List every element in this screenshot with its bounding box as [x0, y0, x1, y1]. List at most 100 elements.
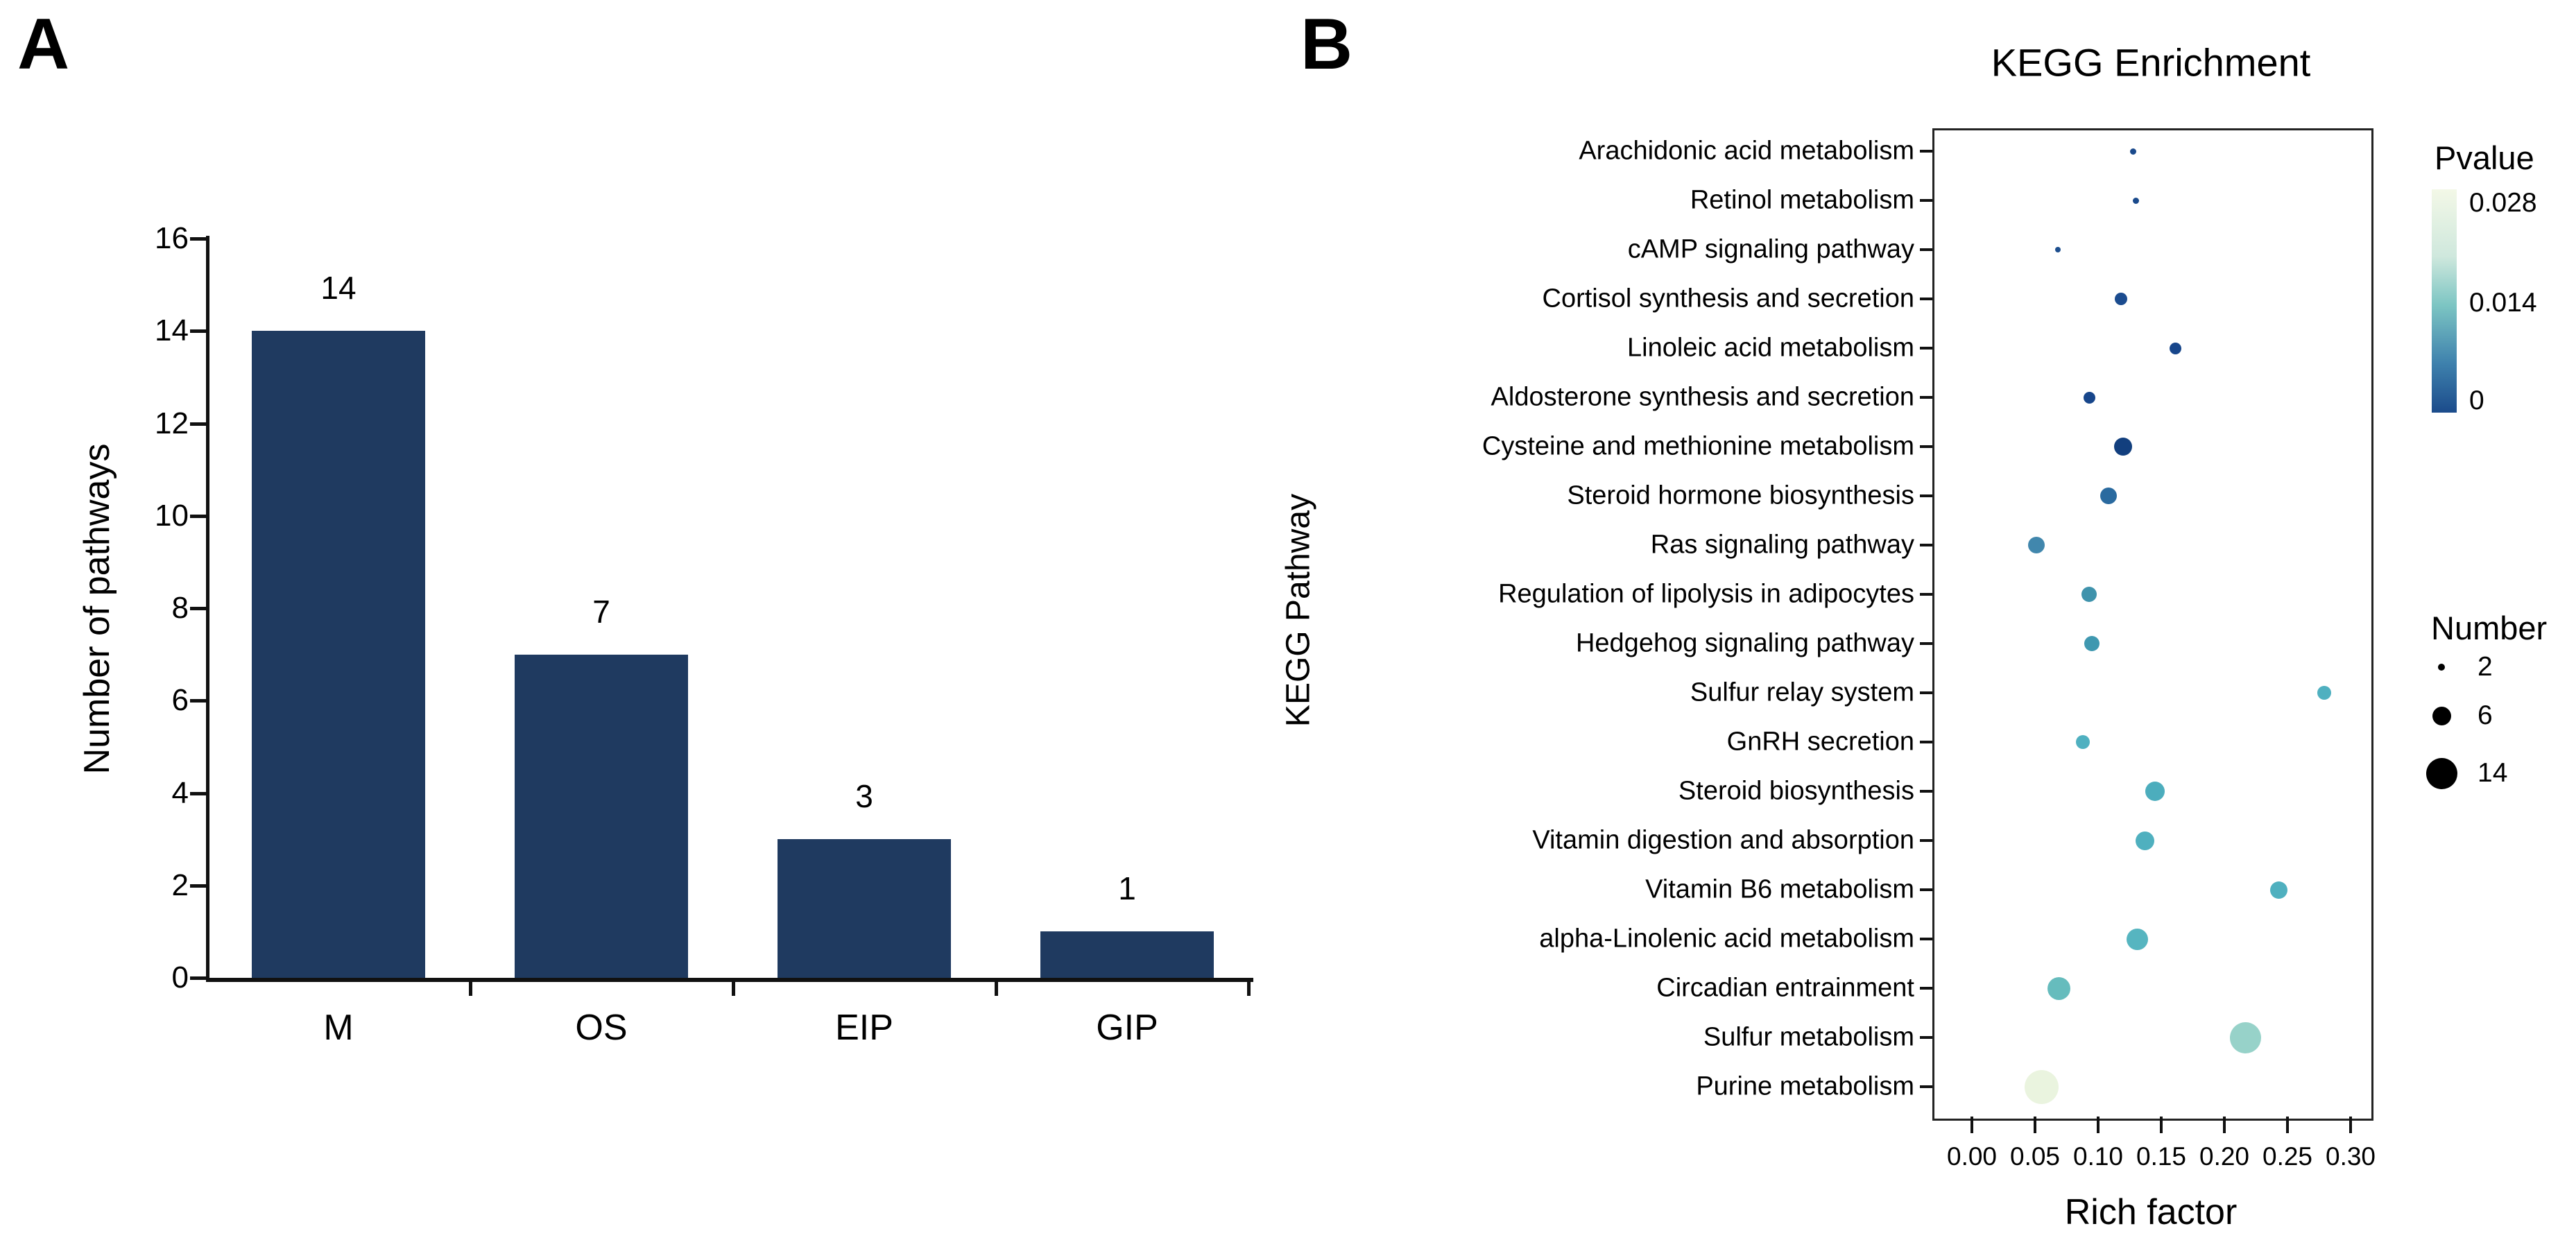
- panel-a-x-tick: [468, 978, 472, 996]
- pvalue-legend-title: Pvalue: [2435, 139, 2534, 176]
- pathway-label: Aldosterone synthesis and secretion: [1491, 382, 1914, 412]
- number-legend-label: 2: [2478, 652, 2493, 682]
- bar-M: [252, 331, 425, 978]
- number-legend-dot: [2425, 757, 2457, 789]
- pathway-label: Steroid biosynthesis: [1678, 776, 1914, 806]
- panel-b-x-tick-label: 0.30: [2325, 1142, 2376, 1171]
- panel-a-y-tick: [190, 329, 208, 334]
- data-dot: [2114, 438, 2133, 456]
- x-category-label: EIP: [835, 1008, 893, 1048]
- data-dot: [2084, 636, 2100, 651]
- panel-b-row-tick: [1920, 544, 1932, 546]
- panel-b-title: KEGG Enrichment: [1991, 40, 2311, 85]
- panel-a-y-tick-label: 16: [155, 221, 189, 255]
- panel-a-y-tick: [190, 976, 208, 980]
- panel-b-x-tick: [2223, 1117, 2226, 1133]
- panel-a-y-tick-label: 14: [155, 313, 189, 348]
- pathway-label: alpha-Linolenic acid metabolism: [1539, 924, 1914, 954]
- pvalue-legend-label: 0: [2469, 386, 2484, 415]
- panel-a: A Number of pathways 0 2 4 6 8 10 12 14 16 14 7 3 1…: [17, 4, 1253, 1048]
- data-dot: [2047, 976, 2071, 1000]
- panel-b-row-tick: [1920, 642, 1932, 645]
- panel-a-y-tick-label: 6: [171, 683, 189, 718]
- panel-a-x-tick: [994, 978, 998, 996]
- data-dot: [2054, 247, 2061, 252]
- data-dot: [2145, 782, 2165, 801]
- pathway-label: Sulfur metabolism: [1703, 1022, 1914, 1052]
- data-dot: [2081, 587, 2097, 602]
- data-dot: [2133, 197, 2140, 204]
- bar-value-label: 7: [592, 593, 610, 630]
- panel-b-x-tick-label: 0.15: [2136, 1142, 2187, 1171]
- panel-b-x-tick-label: 0.05: [2009, 1142, 2061, 1171]
- panel-a-x-axis-line: [206, 978, 1253, 982]
- data-dot: [2135, 831, 2154, 850]
- panel-a-y-tick-label: 4: [171, 775, 189, 810]
- panel-a-y-tick: [190, 422, 208, 426]
- pvalue-legend-label: 0.028: [2469, 188, 2537, 218]
- panel-b-row-tick: [1920, 987, 1932, 990]
- data-dot: [2317, 686, 2331, 700]
- panel-b-x-tick: [2286, 1117, 2289, 1133]
- panel-b-x-axis-title: Rich factor: [2064, 1192, 2238, 1232]
- panel-b-row-tick: [1920, 150, 1932, 153]
- panel-b-row-tick: [1920, 938, 1932, 940]
- panel-b-row-tick: [1920, 248, 1932, 251]
- panel-b-row-tick: [1920, 741, 1932, 743]
- panel-a-y-tick-label: 8: [171, 591, 189, 625]
- pathway-label: Sulfur relay system: [1690, 678, 1914, 707]
- data-dot: [2083, 391, 2095, 404]
- pathway-label: Arachidonic acid metabolism: [1579, 136, 1914, 166]
- bar-value-label: 3: [855, 778, 873, 815]
- panel-b-x-tick: [1970, 1117, 1973, 1133]
- panel-b-x-tick-label: 0.20: [2199, 1142, 2250, 1171]
- panel-a-x-tick: [731, 978, 735, 996]
- panel-a-y-tick: [190, 791, 208, 795]
- data-dot: [2269, 881, 2287, 899]
- bar-EIP: [778, 839, 951, 978]
- pathway-label: Cortisol synthesis and secretion: [1542, 284, 1914, 313]
- pathway-label: Vitamin digestion and absorption: [1532, 825, 1914, 855]
- panel-a-x-tick: [1247, 978, 1251, 996]
- panel-a-y-tick: [190, 607, 208, 610]
- data-dot: [2169, 342, 2181, 354]
- panel-a-y-tick-label: 10: [155, 498, 189, 533]
- panel-b-row-tick: [1920, 691, 1932, 694]
- panel-b-plot-frame: [1932, 128, 2373, 1121]
- data-dot: [2027, 537, 2045, 553]
- panel-b-x-tick-label: 0.10: [2072, 1142, 2124, 1171]
- pathway-label: Hedgehog signaling pathway: [1575, 628, 1914, 658]
- panel-b-row-tick: [1920, 347, 1932, 350]
- pathway-label: Linoleic acid metabolism: [1627, 333, 1914, 363]
- data-dot: [2230, 1022, 2262, 1053]
- number-legend-label: 6: [2478, 700, 2493, 730]
- number-legend-dot: [2432, 706, 2451, 725]
- panel-b-letter: B: [1300, 4, 1353, 85]
- x-category-label: GIP: [1096, 1008, 1158, 1048]
- panel-b-x-tick: [2349, 1117, 2352, 1133]
- pathway-label: Retinol metabolism: [1690, 185, 1914, 215]
- panel-b-row-tick: [1920, 1085, 1932, 1088]
- pvalue-legend-label: 0.014: [2469, 288, 2537, 318]
- panel-a-letter: A: [17, 4, 70, 85]
- panel-b-x-tick-label: 0.25: [2262, 1142, 2313, 1171]
- panel-b-row-tick: [1920, 494, 1932, 497]
- pathway-label: Vitamin B6 metabolism: [1645, 874, 1914, 904]
- number-legend-label: 14: [2478, 758, 2508, 788]
- bar-value-label: 14: [320, 270, 357, 307]
- pathway-label: Circadian entrainment: [1656, 973, 1914, 1003]
- panel-a-y-tick-label: 12: [155, 406, 189, 440]
- number-legend-dot: [2438, 664, 2445, 671]
- panel-b-x-tick-label: 0.00: [1946, 1142, 1998, 1171]
- bar-OS: [515, 654, 688, 978]
- panel-a-y-tick-label: 0: [171, 960, 189, 994]
- data-dot: [2024, 1069, 2059, 1104]
- data-dot: [2076, 735, 2090, 749]
- pathway-label: Regulation of lipolysis in adipocytes: [1498, 579, 1914, 609]
- panel-b-y-axis-title: KEGG Pathway: [1280, 493, 1317, 727]
- data-dot: [2114, 293, 2127, 305]
- pathway-label: Cysteine and methionine metabolism: [1482, 431, 1914, 461]
- pathway-label: Purine metabolism: [1696, 1071, 1914, 1101]
- bar-GIP: [1040, 931, 1214, 978]
